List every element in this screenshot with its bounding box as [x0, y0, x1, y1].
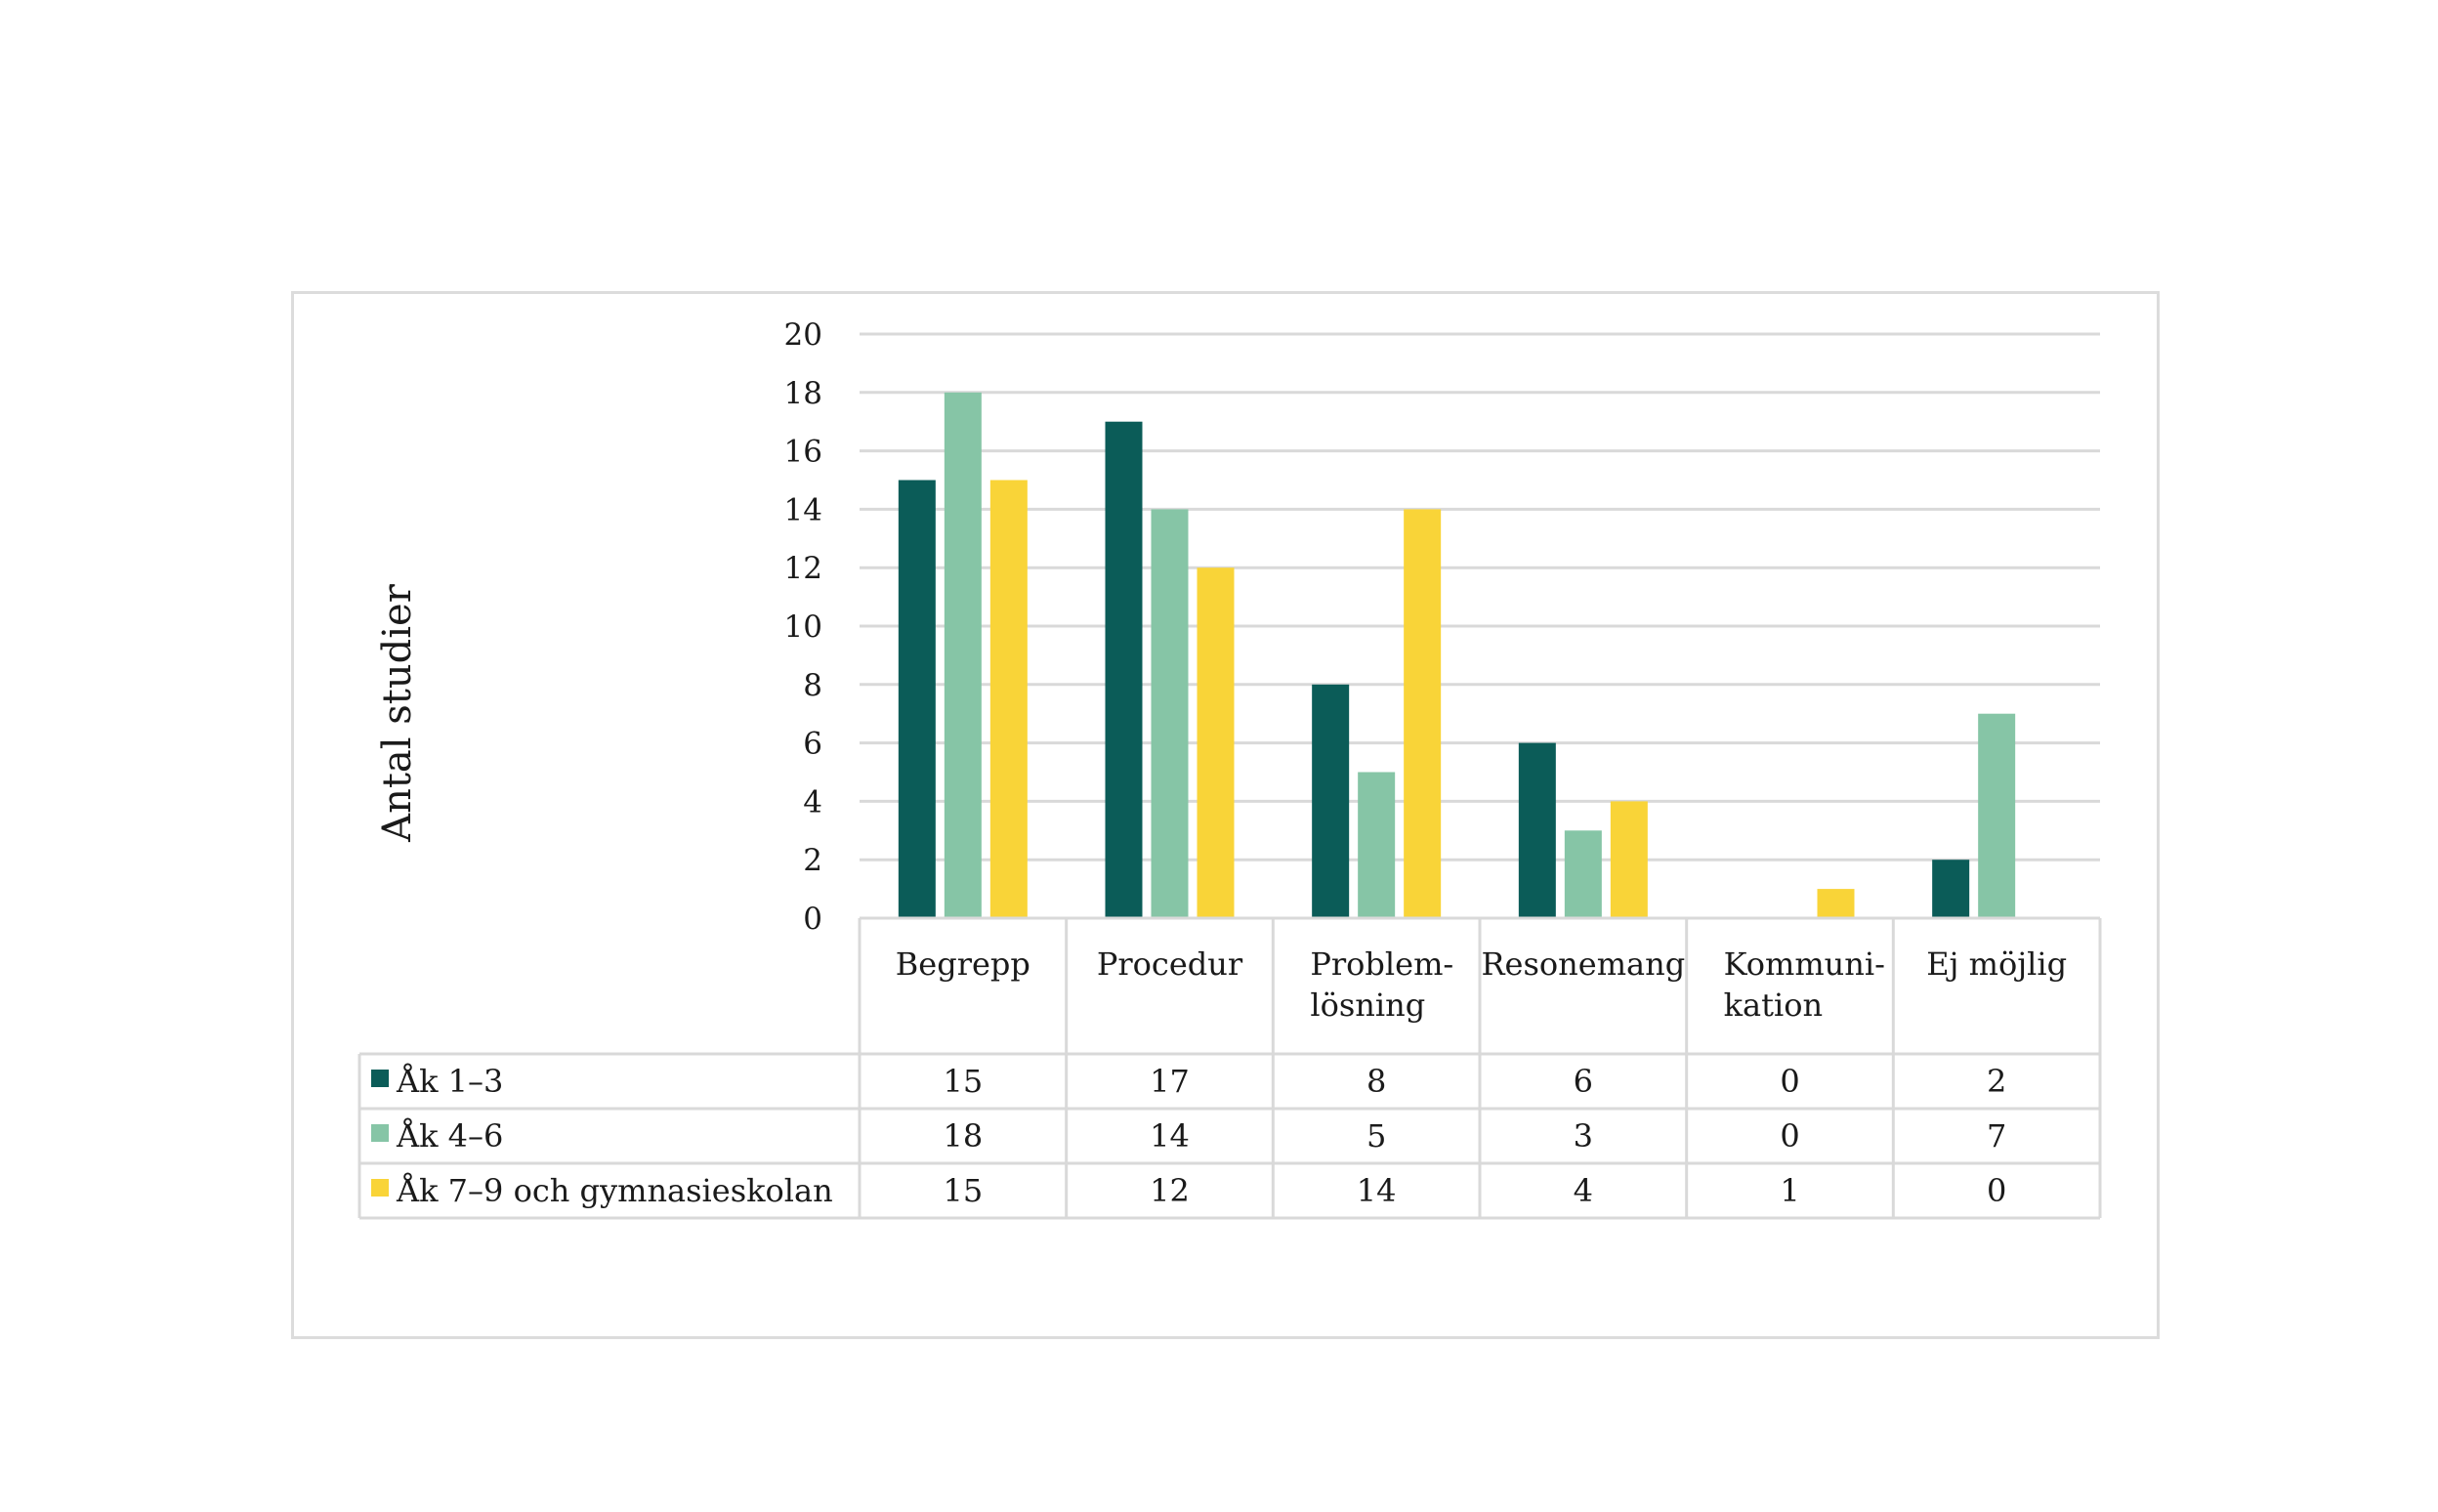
data-label: 3 — [1574, 1117, 1593, 1155]
y-tick-label: 2 — [803, 843, 822, 878]
data-label: 14 — [1357, 1172, 1397, 1209]
bar — [1105, 421, 1143, 918]
y-axis-label: Antal studier — [375, 583, 420, 843]
bar — [1564, 830, 1602, 918]
bar — [1610, 801, 1648, 918]
x-tick-label: kation — [1724, 987, 1823, 1024]
data-label: 7 — [1987, 1117, 2006, 1155]
data-label: 1 — [1780, 1172, 1799, 1209]
y-tick-label: 18 — [784, 376, 822, 411]
y-tick-label: 6 — [803, 727, 822, 762]
x-tick-label: Begrepp — [896, 945, 1030, 983]
data-label: 6 — [1574, 1063, 1593, 1100]
bar — [1518, 742, 1556, 918]
data-label: 17 — [1150, 1063, 1190, 1100]
data-label: 12 — [1150, 1172, 1190, 1209]
bar — [1312, 684, 1350, 918]
y-tick-label: 0 — [803, 902, 822, 937]
y-tick-label: 16 — [784, 435, 822, 470]
data-label: 18 — [943, 1117, 983, 1155]
bar — [1404, 509, 1442, 918]
legend-label: Åk 1–3 — [396, 1063, 503, 1100]
data-label: 8 — [1366, 1063, 1386, 1100]
bar — [1932, 860, 1970, 918]
bar — [1978, 713, 2016, 918]
bar — [989, 480, 1028, 918]
data-label: 14 — [1150, 1117, 1190, 1155]
y-tick-label: 14 — [784, 492, 822, 527]
bar — [944, 392, 982, 918]
legend-label: Åk 7–9 och gymnasieskolan — [396, 1172, 833, 1209]
y-axis-ticks: 0 2 4 6 8 10 12 14 16 18 20 — [784, 317, 822, 937]
data-label: 15 — [943, 1172, 983, 1209]
x-tick-label: Kommuni- — [1724, 945, 1885, 983]
y-tick-label: 20 — [784, 317, 822, 353]
x-tick-label: lösning — [1310, 987, 1425, 1024]
y-tick-label: 4 — [803, 784, 822, 819]
legend-label: Åk 4–6 — [396, 1117, 503, 1155]
x-tick-label: Ej möjlig — [1926, 945, 2067, 983]
x-tick-label: Problem- — [1310, 945, 1453, 983]
x-tick-label: Resonemang — [1481, 945, 1685, 983]
data-label: 4 — [1574, 1172, 1593, 1209]
data-label: 15 — [943, 1063, 983, 1100]
data-label: 0 — [1780, 1063, 1799, 1100]
data-label: 5 — [1366, 1117, 1386, 1155]
bar — [898, 480, 936, 918]
y-tick-label: 10 — [784, 609, 822, 645]
y-tick-label: 8 — [803, 668, 822, 703]
x-tick-label: Procedur — [1097, 945, 1243, 983]
gridlines — [860, 332, 2100, 920]
y-tick-label: 12 — [784, 551, 822, 586]
bar — [1151, 509, 1189, 918]
legend-swatch — [371, 1179, 389, 1197]
legend-swatch — [371, 1070, 389, 1087]
data-label: 0 — [1987, 1172, 2006, 1209]
bar — [1358, 772, 1396, 918]
chart-frame — [291, 291, 2160, 1339]
legend-swatch — [371, 1124, 389, 1142]
bar — [1197, 567, 1235, 918]
data-table: Begrepp Procedur Problem-lösning Resonemang… — [357, 916, 2102, 1220]
data-label: 0 — [1780, 1117, 1799, 1155]
data-label: 2 — [1987, 1063, 2006, 1100]
bar — [1817, 889, 1855, 918]
bars — [898, 392, 2016, 918]
